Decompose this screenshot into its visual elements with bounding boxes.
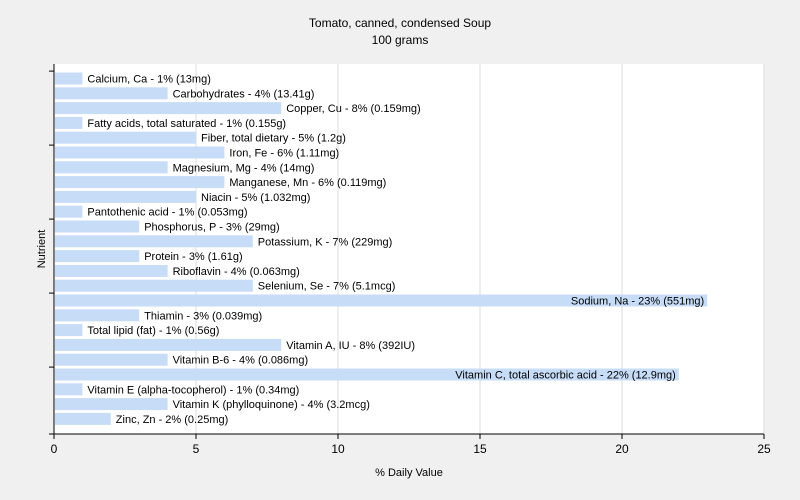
bar-label: Vitamin A, IU - 8% (392IU) [286,340,415,352]
bar-label: Riboflavin - 4% (0.063mg) [173,266,300,278]
x-tick-label: 20 [615,442,629,456]
bar [55,72,83,85]
bar [55,309,140,322]
bars-group [55,72,708,425]
bar [55,279,253,292]
bar [55,161,168,174]
bar-label: Manganese, Mn - 6% (0.119mg) [229,177,386,189]
x-tick-label: 25 [757,442,771,456]
bar [55,116,83,129]
bar [55,368,679,381]
bar [55,190,196,203]
bar-label: Vitamin E (alpha-tocopherol) - 1% (0.34m… [87,384,299,396]
x-tick-label: 15 [473,442,487,456]
bar-label: Vitamin B-6 - 4% (0.086mg) [173,355,309,367]
bar [55,131,196,144]
bar [55,250,140,263]
bar [55,176,225,189]
bar [55,87,168,100]
bar-label: Selenium, Se - 7% (5.1mcg) [258,281,396,293]
bar-label: Total lipid (fat) - 1% (0.56g) [87,325,219,337]
bar-label: Fiber, total dietary - 5% (1.2g) [201,133,346,145]
chart-subtitle: 100 grams [372,33,429,47]
bar-label: Pantothenic acid - 1% (0.053mg) [87,207,247,219]
bar [55,398,168,411]
bar-label: Sodium, Na - 23% (551mg) [571,296,704,308]
bar [55,412,111,425]
x-tick-label: 0 [51,442,58,456]
chart-title: Tomato, canned, condensed Soup [309,16,491,30]
bar [55,294,708,307]
bar-labels-group: Calcium, Ca - 1% (13mg) Carbohydrates - 4… [87,74,704,426]
bar [55,235,253,248]
bar [55,353,168,366]
bar [55,324,83,337]
bar-label: Phosphorus, P - 3% (29mg) [144,222,280,234]
tick-group: 0 5 10 15 20 25 [49,70,771,456]
y-axis-title: Nutrient [36,230,48,269]
bar-label: Copper, Cu - 8% (0.159mg) [286,103,421,115]
bar [55,338,282,351]
bar [55,102,282,115]
bar [55,220,140,233]
x-tick-label: 5 [193,442,200,456]
x-tick-label: 10 [331,442,345,456]
bar-label: Zinc, Zn - 2% (0.25mg) [116,414,228,426]
bar-label: Fatty acids, total saturated - 1% (0.155… [87,118,286,130]
bar [55,383,83,396]
bar-label: Vitamin C, total ascorbic acid - 22% (12… [455,370,676,382]
bar-label: Iron, Fe - 6% (1.11mg) [229,148,339,160]
bar [55,264,168,277]
bar-label: Carbohydrates - 4% (13.41g) [173,88,315,100]
bar-label: Calcium, Ca - 1% (13mg) [87,74,210,86]
bar-label: Thiamin - 3% (0.039mg) [144,310,262,322]
bar-label: Vitamin K (phylloquinone) - 4% (3.2mcg) [173,399,370,411]
bar-label: Magnesium, Mg - 4% (14mg) [173,162,315,174]
bar-label: Niacin - 5% (1.032mg) [201,192,310,204]
bar [55,205,83,218]
x-axis-title: % Daily Value [375,467,443,479]
bar-label: Protein - 3% (1.61g) [144,251,242,263]
bar [55,146,225,159]
axes [53,64,764,435]
bar-label: Potassium, K - 7% (229mg) [258,236,393,248]
